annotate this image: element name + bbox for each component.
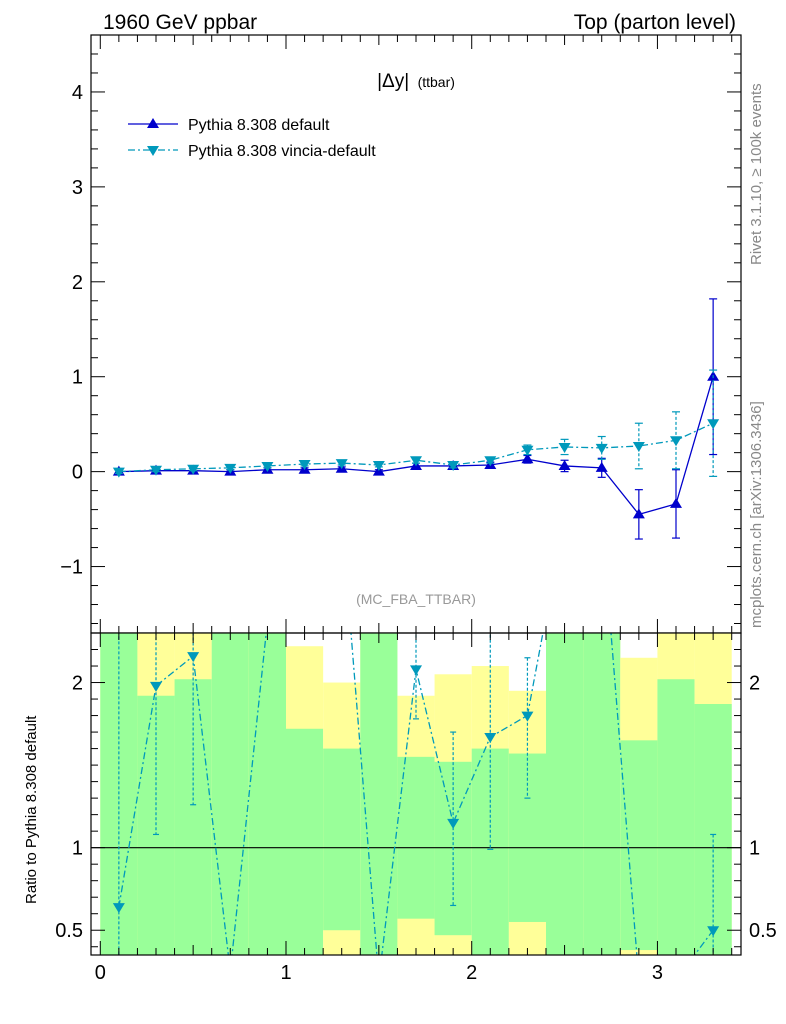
data-point-marker [298, 460, 311, 471]
mcplots-label: mcplots.cern.ch [arXiv:1306.3436] [748, 401, 765, 628]
data-point-marker [670, 497, 682, 508]
ratio-frame [90, 632, 742, 956]
band-1sigma [657, 679, 695, 955]
ratio-point-marker [484, 733, 497, 744]
band-1sigma [694, 704, 732, 955]
band-1sigma [286, 728, 324, 955]
band-1sigma [211, 633, 249, 955]
ratio-y-tick-label-right: 2 [749, 673, 760, 695]
plot-title-sub: (ttbar) [418, 74, 455, 90]
data-point-marker [150, 465, 162, 476]
data-point-marker [521, 453, 534, 464]
data-point-marker [595, 443, 608, 454]
data-point-marker [707, 419, 720, 430]
legend-label-default: Pythia 8.308 default [188, 117, 330, 134]
ratio-point-marker [521, 711, 534, 722]
x-tick-label: 2 [466, 962, 477, 984]
ratio-y-axis-label: Ratio to Pythia 8.308 default [23, 715, 40, 904]
ratio-point-marker [707, 926, 720, 937]
ratio-y-tick-label-right: 0.5 [749, 920, 777, 942]
data-point-marker [410, 456, 422, 467]
legend: Pythia 8.308 default Pythia 8.308 vincia… [128, 117, 376, 160]
legend-entry-vincia: Pythia 8.308 vincia-default [128, 143, 376, 160]
y-tick-label: 4 [72, 82, 83, 104]
ratio-panel: 0.5 0.5 1 1 2 2 0 1 2 3 Ratio to Pythia 8.308 def… [23, 632, 777, 984]
ratio-point-marker [447, 818, 460, 829]
data-point-marker [558, 459, 571, 470]
data-point-marker [632, 442, 645, 453]
data-point-marker [335, 459, 348, 470]
band-1sigma [508, 753, 546, 922]
legend-entry-default: Pythia 8.308 default [128, 117, 330, 134]
ratio-plot-area [91, 633, 741, 955]
header-right: Top (parton level) [574, 11, 736, 34]
ratio-point-marker [150, 681, 162, 692]
ratio-y-tick-label: 2 [72, 673, 83, 695]
band-1sigma [397, 756, 435, 919]
plot-title: |Δy| (ttbar) [377, 71, 455, 92]
y-tick-label: 2 [72, 272, 83, 294]
main-plot-area [112, 298, 720, 540]
ratio-axes: 0.5 0.5 1 1 2 2 0 1 2 3 [55, 633, 777, 984]
rivet-label: Rivet 3.1.10, ≥ 100k events [748, 83, 765, 265]
y-tick-label: 0 [72, 462, 83, 484]
band-1sigma [360, 633, 398, 955]
header-left: 1960 GeV ppbar [103, 11, 257, 34]
main-axes: −1 0 1 2 3 4 [60, 35, 741, 633]
band-1sigma [620, 740, 658, 951]
y-tick-label: −1 [60, 557, 83, 579]
data-point-marker [595, 461, 608, 472]
ratio-y-tick-label: 1 [72, 838, 83, 860]
legend-label-vincia: Pythia 8.308 vincia-default [188, 143, 376, 160]
band-1sigma [583, 633, 621, 955]
band-1sigma [174, 679, 212, 955]
band-1sigma [471, 748, 509, 955]
data-point-marker [261, 461, 274, 472]
data-point-marker [224, 463, 237, 474]
data-point-marker [558, 442, 571, 453]
data-point-marker [447, 460, 460, 471]
band-1sigma [248, 633, 286, 955]
legend-marker-triangle-down-icon [147, 146, 159, 156]
legend-marker-triangle-up-icon [147, 118, 159, 128]
watermark-label: (MC_FBA_TTBAR) [356, 591, 476, 607]
x-tick-label: 1 [280, 962, 291, 984]
data-point-marker [632, 508, 645, 519]
plot-title-main: |Δy| [377, 71, 409, 92]
x-tick-label: 0 [95, 962, 106, 984]
series-line-1 [118, 422, 714, 473]
data-point-marker [484, 456, 497, 467]
y-tick-label: 3 [72, 177, 83, 199]
data-point-marker [187, 464, 200, 475]
ratio-point-marker [112, 903, 125, 914]
data-point-marker [372, 460, 385, 471]
ratio-y-tick-label-right: 1 [749, 838, 760, 860]
ratio-y-tick-label: 0.5 [55, 920, 83, 942]
series-line-0 [118, 376, 714, 516]
y-tick-label: 1 [72, 367, 83, 389]
band-1sigma [323, 748, 361, 931]
ratio-point-marker [410, 665, 422, 676]
band-1sigma [546, 633, 584, 955]
data-point-marker [521, 445, 534, 456]
data-point-marker [112, 467, 125, 478]
ratio-point-marker [187, 652, 200, 663]
main-panel: (MC_FBA_TTBAR) |Δy| (ttbar) Pythia 8.308… [60, 34, 742, 634]
data-point-marker [670, 436, 682, 447]
x-tick-label: 3 [652, 962, 663, 984]
